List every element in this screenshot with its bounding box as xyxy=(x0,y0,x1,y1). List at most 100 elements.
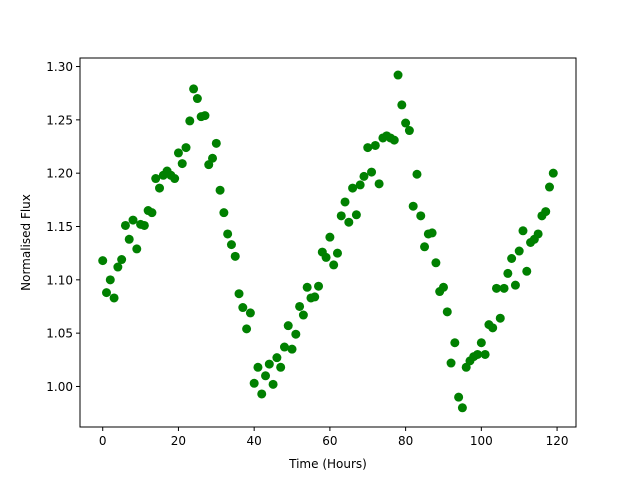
y-axis-ticks: 1.00 1.05 1.10 1.15 1.20 1.25 1.30 xyxy=(46,60,80,394)
data-point xyxy=(370,140,380,150)
data-point xyxy=(351,210,361,220)
data-point xyxy=(219,208,229,218)
data-point xyxy=(132,244,142,254)
data-point xyxy=(438,282,448,292)
data-point xyxy=(181,143,191,153)
data-point xyxy=(139,220,149,230)
y-tick-label: 1.05 xyxy=(46,327,73,341)
data-point xyxy=(109,293,119,303)
data-point xyxy=(124,234,134,244)
plot-frame xyxy=(79,57,577,428)
y-tick-label: 1.20 xyxy=(46,167,73,181)
data-point xyxy=(359,171,369,181)
data-point xyxy=(340,197,350,207)
data-point xyxy=(332,248,342,258)
y-tick-label: 1.10 xyxy=(46,273,73,287)
data-point xyxy=(457,403,467,413)
data-point xyxy=(344,217,354,227)
data-point xyxy=(499,283,509,293)
data-point xyxy=(416,211,426,221)
data-point xyxy=(283,321,293,331)
data-point xyxy=(480,349,490,359)
data-point xyxy=(230,251,240,261)
x-tick-label: 120 xyxy=(546,434,569,448)
data-point xyxy=(117,255,127,265)
data-point xyxy=(541,207,551,217)
x-tick-label: 100 xyxy=(470,434,493,448)
data-point xyxy=(389,135,399,145)
data-point xyxy=(295,301,305,311)
data-point xyxy=(238,303,248,313)
data-point xyxy=(113,262,123,272)
data-point xyxy=(548,168,558,178)
data-point xyxy=(128,215,138,225)
data-point xyxy=(211,138,221,148)
data-point xyxy=(401,118,411,128)
data-point xyxy=(276,362,286,372)
data-point xyxy=(226,240,236,250)
data-point xyxy=(336,211,346,221)
data-point xyxy=(223,229,233,239)
data-point xyxy=(147,208,157,218)
data-point xyxy=(314,281,324,291)
data-point xyxy=(442,307,452,317)
data-point xyxy=(404,126,414,136)
data-point xyxy=(242,324,252,334)
data-point xyxy=(98,256,108,266)
data-point xyxy=(208,153,218,163)
data-point xyxy=(192,94,202,104)
data-point xyxy=(495,313,505,323)
data-point xyxy=(185,116,195,126)
data-point xyxy=(170,174,180,184)
y-tick-label: 1.30 xyxy=(46,60,73,74)
data-point xyxy=(329,260,339,270)
data-point xyxy=(234,289,244,299)
data-point xyxy=(488,323,498,333)
data-point xyxy=(510,280,520,290)
data-points xyxy=(98,70,558,413)
data-point xyxy=(302,282,312,292)
data-point xyxy=(503,268,513,278)
data-point xyxy=(321,252,331,262)
data-point xyxy=(264,359,274,369)
data-point xyxy=(325,232,335,242)
data-point xyxy=(420,242,430,252)
data-point xyxy=(257,389,267,399)
data-point xyxy=(507,254,517,263)
x-tick-label: 40 xyxy=(247,434,262,448)
data-point xyxy=(491,283,501,293)
data-point xyxy=(518,226,528,236)
data-point xyxy=(310,292,320,302)
data-point xyxy=(102,288,111,298)
data-point xyxy=(279,342,289,352)
data-point xyxy=(446,358,456,368)
data-point xyxy=(397,100,407,110)
data-point xyxy=(363,143,373,153)
data-point xyxy=(431,258,441,268)
data-point xyxy=(476,338,486,348)
x-tick-label: 60 xyxy=(322,434,337,448)
data-point xyxy=(287,344,297,354)
y-axis-label: Normalised Flux xyxy=(19,194,33,291)
data-point xyxy=(173,148,183,158)
data-point xyxy=(215,185,225,195)
y-tick-label: 1.00 xyxy=(46,380,73,394)
data-point xyxy=(522,266,532,276)
data-point xyxy=(454,392,464,402)
data-point xyxy=(450,338,460,348)
data-point xyxy=(155,183,165,193)
data-point xyxy=(189,84,199,94)
data-point xyxy=(298,310,308,320)
data-point xyxy=(120,220,130,230)
data-point xyxy=(427,228,437,238)
data-point xyxy=(253,362,263,372)
data-point xyxy=(261,371,271,381)
data-point xyxy=(245,308,255,318)
data-point xyxy=(514,246,524,256)
data-point xyxy=(105,275,115,285)
data-point xyxy=(355,180,365,190)
data-point xyxy=(268,379,278,389)
data-point xyxy=(408,201,418,211)
data-point xyxy=(151,174,161,184)
data-point xyxy=(177,159,187,169)
